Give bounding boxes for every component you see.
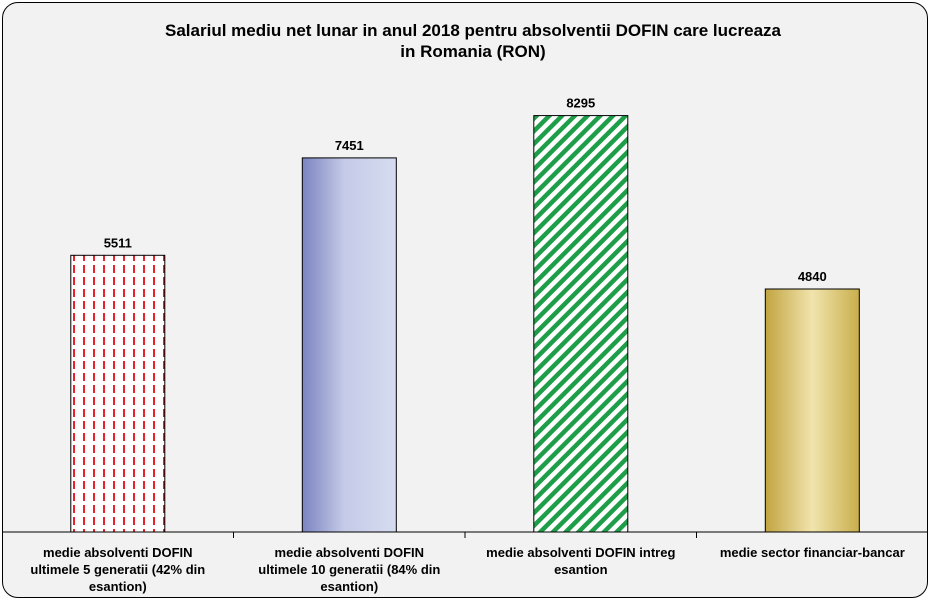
x-tick-label-2: medie absolventi DOFIN ultimele 10 genera… [258, 545, 440, 594]
bar-4 [764, 288, 860, 533]
chart-title-line-1: Salariul mediu net lunar in anul 2018 pe… [165, 21, 781, 40]
value-label-4: 4840 [798, 269, 827, 284]
bar-3 [533, 115, 629, 533]
x-labels-layer: medie absolventi DOFIN ultimele 5 generat… [30, 545, 904, 594]
chart-title-line-2: in Romania (RON) [400, 42, 546, 61]
bar-1 [70, 254, 166, 533]
axis-layer [2, 531, 928, 538]
bars-layer [70, 115, 860, 533]
value-label-3: 8295 [566, 96, 595, 111]
value-label-2: 7451 [335, 138, 364, 153]
x-tick-label-3: medie absolventi DOFIN intreg esantion [486, 545, 675, 577]
value-labels-layer: 5511 7451 8295 4840 [104, 96, 827, 284]
x-tick-label-4: medie sector financiar-bancar [720, 545, 905, 560]
value-label-1: 5511 [104, 235, 132, 250]
chart-title: Salariul mediu net lunar in anul 2018 pe… [63, 20, 883, 62]
bar-2 [301, 157, 397, 533]
x-tick-label-1: medie absolventi DOFIN ultimele 5 generat… [30, 545, 205, 594]
